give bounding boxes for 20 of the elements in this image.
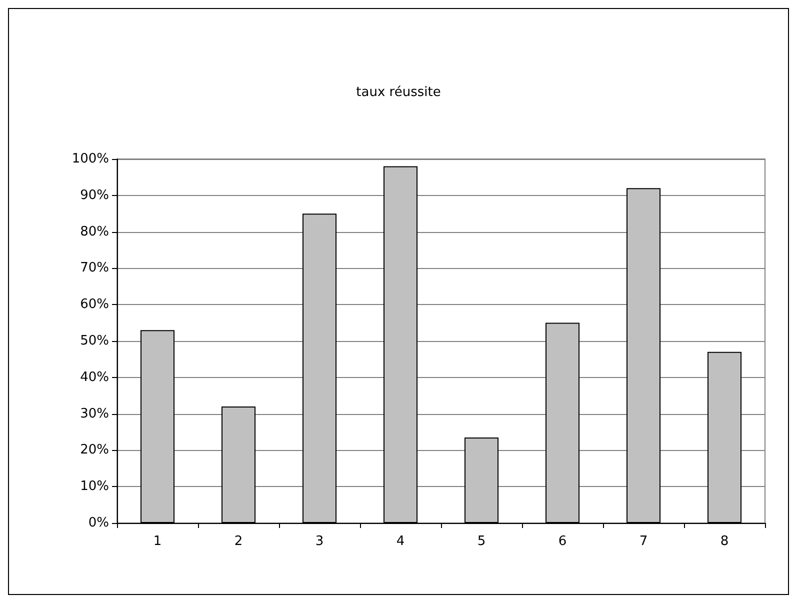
x-tick-label: 5 [477, 534, 486, 549]
y-tick-label: 80% [80, 224, 109, 240]
x-tick-label: 6 [558, 534, 567, 549]
y-tick-label: 90% [80, 188, 109, 203]
chart-title: taux réussite [356, 85, 441, 100]
y-tick-label: 100% [72, 152, 109, 166]
y-tick-label: 40% [80, 370, 109, 385]
y-tick-label: 20% [80, 442, 109, 458]
y-tick-label: 10% [80, 479, 109, 494]
x-tick-label: 1 [153, 534, 162, 549]
y-tick-label: 70% [80, 260, 109, 276]
y-tick-label: 30% [80, 406, 109, 422]
y-tick-label: 60% [80, 297, 109, 312]
x-tick-label: 3 [315, 534, 324, 549]
y-tick-label: 0% [88, 516, 109, 530]
y-tick-label: 50% [80, 334, 109, 348]
x-tick-label: 8 [720, 534, 729, 549]
x-tick-label: 7 [639, 534, 648, 549]
x-tick-label: 4 [396, 534, 405, 549]
x-tick-label: 2 [234, 534, 243, 549]
